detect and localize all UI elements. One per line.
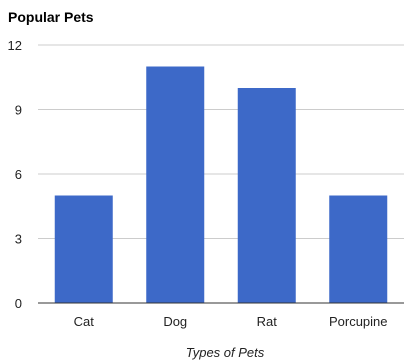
- bar-dog: [146, 66, 205, 303]
- y-tick-label: 9: [15, 103, 22, 118]
- x-axis-label: Types of Pets: [186, 345, 265, 360]
- bar-rat: [237, 88, 296, 303]
- y-axis-ticks: 0 3 6 9 12: [8, 38, 22, 311]
- chart-title: Popular Pets: [8, 9, 94, 25]
- x-tick-label: Rat: [257, 314, 278, 329]
- bar-porcupine: [329, 195, 388, 303]
- bar-cat: [54, 195, 113, 303]
- x-tick-label: Porcupine: [329, 314, 388, 329]
- x-axis-ticks: Cat Dog Rat Porcupine: [74, 314, 388, 329]
- y-tick-label: 6: [15, 167, 22, 182]
- y-tick-label: 3: [15, 232, 22, 247]
- x-tick-label: Dog: [163, 314, 187, 329]
- bars: [54, 66, 388, 303]
- y-tick-label: 0: [15, 296, 22, 311]
- x-tick-label: Cat: [74, 314, 95, 329]
- y-tick-label: 12: [8, 38, 22, 53]
